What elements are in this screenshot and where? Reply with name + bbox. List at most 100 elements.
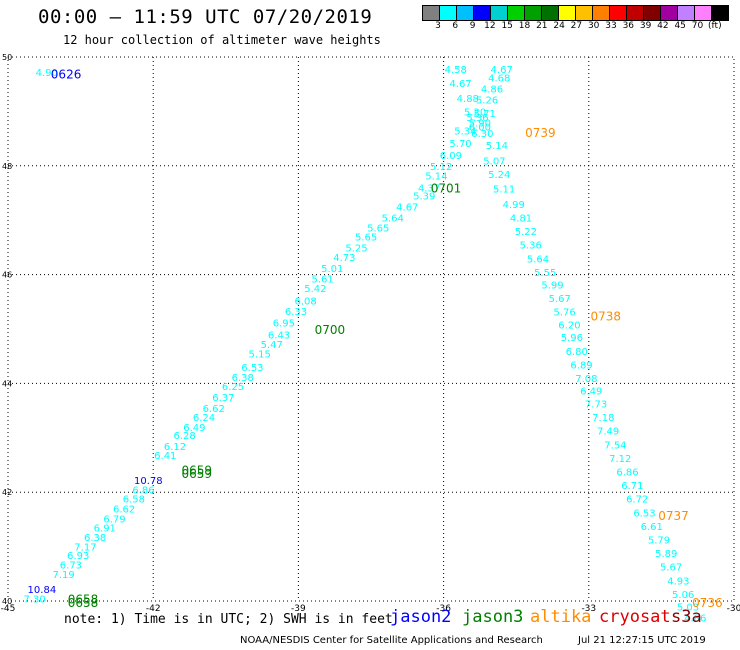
pass-time-label: 0738 [590, 309, 621, 323]
wave-height-label: 5.70 [449, 139, 471, 150]
legend-label: 70 [691, 21, 704, 31]
lon-tick-label: -42 [146, 604, 161, 614]
wave-height-label: 6.86 [132, 485, 154, 496]
wave-height-label: 6.71 [621, 481, 643, 492]
lon-tick-label: -39 [291, 604, 306, 614]
pass-time-label: 0658 [68, 592, 99, 606]
wave-height-label: 5.20 [464, 107, 486, 118]
wave-height-label: 6.28 [174, 431, 196, 442]
pass-time-label: 0658 [68, 596, 99, 610]
wave-height-label: 5.07 [483, 156, 505, 167]
pass-time-label: 0701 [431, 182, 462, 196]
wave-height-label: 7.18 [592, 413, 614, 424]
lat-tick-label: 48 [2, 162, 12, 171]
legend-label: 45 [674, 21, 686, 31]
legend-label: 15 [501, 21, 513, 31]
pass-time-label: 0626 [51, 67, 82, 81]
legend-label: 24 [553, 21, 565, 31]
wave-height-label: 4.68 [488, 74, 510, 85]
wave-height-label: 5.26 [476, 95, 498, 106]
wave-height-label: 5.11 [493, 185, 515, 196]
legend-label: 18 [518, 21, 531, 31]
wave-height-label: 5.36 [466, 113, 488, 124]
lat-tick-label: 42 [2, 488, 12, 497]
wave-height-label: 6.79 [103, 514, 125, 525]
wave-height-label: 4.86 [684, 613, 706, 624]
wave-height-label: 4.67 [449, 79, 471, 90]
wave-height-label: 7.17 [74, 543, 96, 554]
wave-height-label: 5.24 [488, 170, 510, 181]
wave-height-label: 5.25 [345, 243, 367, 254]
pass-time-label: 0700 [315, 323, 346, 337]
wave-height-label: 5.64 [527, 254, 549, 265]
pass-time-label: 0736 [692, 596, 723, 610]
wave-height-label: 5.34 [454, 126, 476, 137]
wave-height-label: 6.91 [94, 524, 116, 535]
wave-height-label: 5.65 [367, 223, 389, 234]
legend-label: 39 [639, 21, 652, 31]
wave-height-label: 4.93 [667, 576, 689, 587]
wave-height-label: 5.03 [677, 602, 699, 613]
wave-height-label: 6.62 [203, 404, 225, 415]
pass-time-label: 0737 [658, 509, 689, 523]
wave-height-label: 6.80 [566, 347, 588, 358]
lat-tick-label: 40 [2, 597, 12, 606]
wave-height-label: 4.86 [481, 85, 503, 96]
wave-height-label: 6.62 [113, 505, 135, 516]
map-frame [7, 56, 735, 602]
wave-height-label: 5.15 [249, 349, 271, 360]
page-title: 00:00 — 11:59 UTC 07/20/2019 [38, 6, 373, 28]
wave-height-label: 6.38 [84, 533, 106, 544]
wave-height-label: 6.25 [222, 382, 244, 393]
legend-label: 27 [570, 21, 583, 31]
wave-height-label: 6.95 [273, 318, 295, 329]
wave-height-label: 6.58 [123, 495, 145, 506]
satellite-legend-s3a: s3a [671, 607, 702, 627]
wave-height-label: 6.33 [285, 307, 307, 318]
wave-height-label: 4.88 [457, 94, 479, 105]
lon-tick-label: -30 [727, 604, 740, 614]
wave-height-label: 4.81 [510, 213, 532, 224]
lon-tick-label: -45 [1, 604, 16, 614]
wave-height-label: 6.43 [268, 330, 290, 341]
wave-height-label: 6.73 [60, 561, 82, 572]
wave-height-label: 5.01 [321, 264, 343, 275]
legend-label: 33 [605, 21, 617, 31]
lon-tick-label: -36 [436, 604, 451, 614]
wave-height-label: 6.24 [193, 413, 215, 424]
wave-height-label: 5.42 [304, 284, 326, 295]
wave-height-label: 5.14 [486, 141, 508, 152]
wave-height-label: 7.08 [575, 374, 597, 385]
wave-height-label: 10.84 [28, 585, 57, 596]
wave-height-label: 7.19 [53, 570, 75, 581]
legend-label: 36 [622, 21, 635, 31]
wave-height-label: 6.12 [164, 442, 186, 453]
page-subtitle: 12 hour collection of altimeter wave hei… [63, 33, 381, 47]
wave-height-label: 7.30 [23, 594, 45, 605]
lat-tick-label: 44 [2, 379, 12, 388]
wave-height-label: 6.72 [626, 495, 648, 506]
wave-height-label: 10.78 [134, 476, 163, 487]
wave-height-label: 7.54 [604, 440, 626, 451]
wave-height-label: 6.09 [440, 151, 462, 162]
satellite-legend-cryosat: cryosat [599, 607, 671, 627]
generated-timestamp: Jul 21 12:27:15 UTC 2019 [578, 635, 706, 646]
wave-height-label: 5.65 [355, 233, 377, 244]
color-legend-labels: 3 6 9 12 15 18 21 24 27 30 33 36 39 42 45 70 (ft) [422, 21, 740, 35]
wave-height-label: 4.99 [503, 200, 525, 211]
wave-height-label: 6.53 [241, 363, 263, 374]
wave-height-label: 6.20 [558, 321, 580, 332]
pass-time-label: 0659 [181, 463, 212, 477]
wave-height-label: 5.71 [474, 109, 496, 120]
wave-height-label: 5.39 [413, 192, 435, 203]
lat-tick-label: 50 [2, 53, 12, 62]
wave-height-label: 5.14 [425, 172, 447, 183]
pass-time-label: 0739 [525, 126, 556, 140]
legend-label: 21 [536, 21, 548, 31]
satellite-legend-jason2: jason2 [390, 607, 452, 627]
wave-height-label: 6.86 [616, 468, 638, 479]
wave-height-label: 7.73 [585, 400, 607, 411]
wave-height-label: 5.47 [261, 340, 283, 351]
wave-height-label: 5.67 [660, 563, 682, 574]
